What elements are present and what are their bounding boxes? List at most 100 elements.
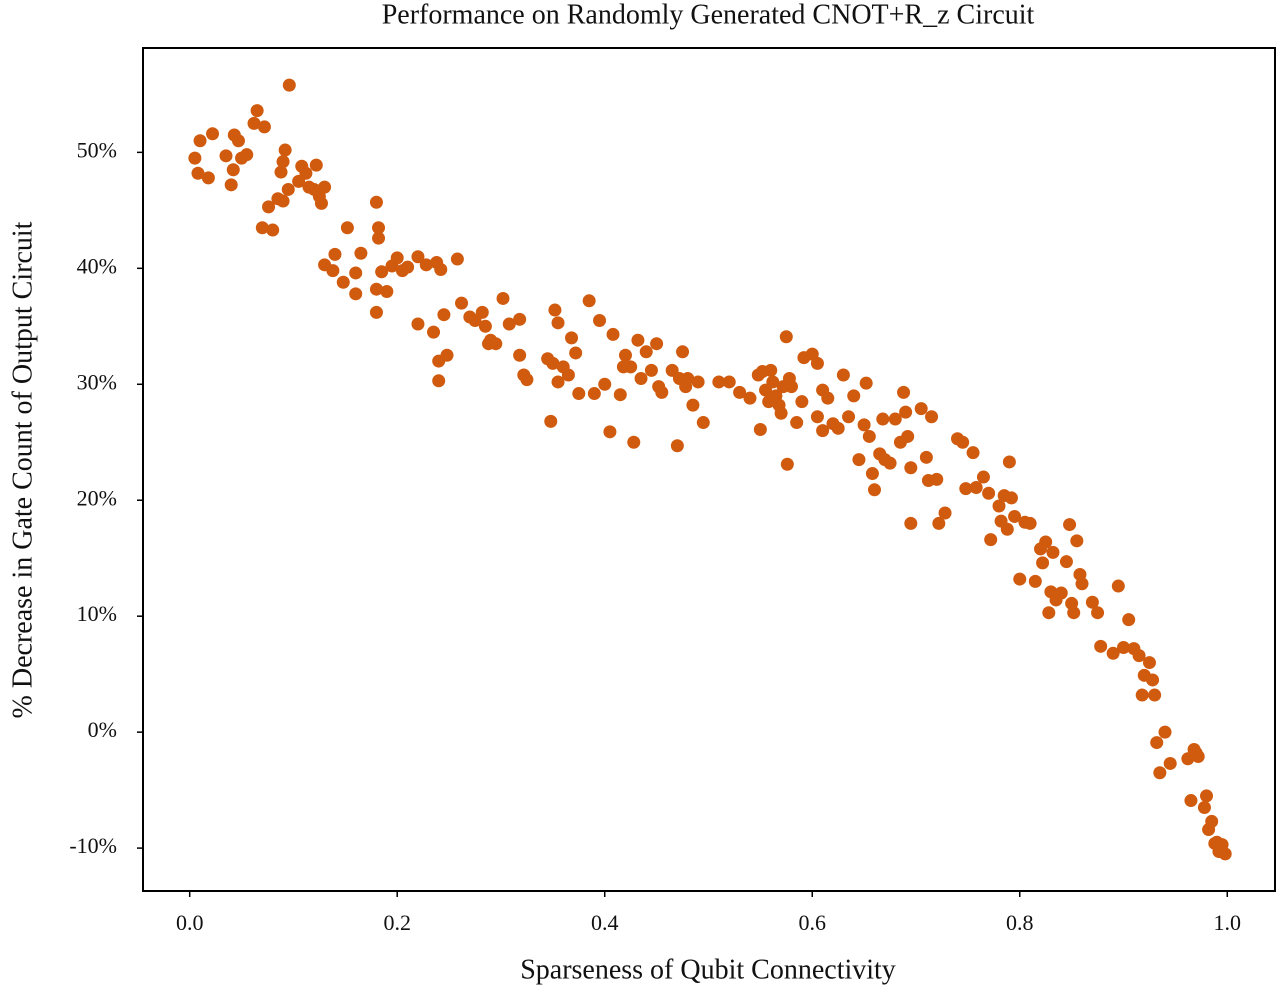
point bbox=[502, 317, 516, 331]
point bbox=[780, 457, 794, 471]
point bbox=[1122, 613, 1136, 627]
point bbox=[821, 391, 835, 405]
y-tick-label: 30% bbox=[77, 369, 117, 394]
point bbox=[857, 418, 871, 432]
point bbox=[240, 148, 254, 162]
point bbox=[231, 134, 245, 148]
point bbox=[318, 180, 332, 194]
point bbox=[569, 346, 583, 360]
point bbox=[369, 305, 383, 319]
point bbox=[816, 424, 830, 438]
point bbox=[631, 333, 645, 347]
point bbox=[836, 368, 850, 382]
x-tick-label: 0.0 bbox=[176, 910, 204, 935]
point bbox=[624, 360, 638, 374]
point bbox=[862, 429, 876, 443]
point bbox=[219, 149, 233, 163]
point bbox=[401, 260, 415, 274]
point bbox=[349, 287, 363, 301]
point bbox=[544, 414, 558, 428]
point bbox=[1200, 789, 1214, 803]
point bbox=[432, 374, 446, 388]
point bbox=[1042, 606, 1056, 620]
point bbox=[932, 516, 946, 530]
point bbox=[1148, 688, 1162, 702]
point bbox=[779, 330, 793, 344]
point bbox=[411, 317, 425, 331]
point bbox=[281, 182, 295, 196]
point bbox=[593, 313, 607, 327]
point bbox=[250, 104, 264, 118]
point bbox=[691, 375, 705, 389]
point bbox=[224, 178, 238, 192]
point bbox=[1091, 606, 1105, 620]
point bbox=[984, 533, 998, 547]
point bbox=[1132, 649, 1146, 663]
point bbox=[766, 375, 780, 389]
point bbox=[1036, 556, 1050, 570]
point bbox=[1028, 574, 1042, 588]
point bbox=[655, 385, 669, 399]
point bbox=[309, 158, 323, 172]
point bbox=[1008, 509, 1022, 523]
point bbox=[314, 196, 328, 210]
point bbox=[784, 380, 798, 394]
point bbox=[551, 375, 565, 389]
point bbox=[925, 410, 939, 424]
point bbox=[865, 467, 879, 481]
point bbox=[1218, 847, 1232, 861]
point bbox=[966, 446, 980, 460]
point bbox=[1054, 586, 1068, 600]
point bbox=[831, 421, 845, 435]
point bbox=[565, 331, 579, 345]
x-tick-label: 1.0 bbox=[1214, 910, 1242, 935]
point bbox=[561, 368, 575, 382]
point bbox=[867, 483, 881, 497]
point bbox=[1117, 640, 1131, 654]
point bbox=[634, 371, 648, 385]
point bbox=[764, 363, 778, 377]
point bbox=[919, 450, 933, 464]
point bbox=[897, 385, 911, 399]
point bbox=[852, 453, 866, 467]
y-tick-label: 40% bbox=[77, 253, 117, 278]
point bbox=[1000, 522, 1014, 536]
point bbox=[1004, 491, 1018, 505]
point bbox=[603, 425, 617, 439]
point bbox=[899, 405, 913, 419]
point bbox=[372, 221, 386, 235]
point bbox=[888, 412, 902, 426]
point bbox=[276, 194, 290, 208]
point bbox=[982, 486, 996, 500]
point bbox=[969, 480, 983, 494]
point bbox=[644, 363, 658, 377]
point bbox=[255, 221, 269, 235]
point bbox=[1197, 801, 1211, 815]
point bbox=[191, 166, 205, 180]
point bbox=[1085, 595, 1099, 609]
point bbox=[670, 439, 684, 453]
point bbox=[380, 285, 394, 299]
y-tick-label: 10% bbox=[77, 601, 117, 626]
point bbox=[1046, 545, 1060, 559]
point bbox=[1063, 518, 1077, 532]
point bbox=[437, 308, 451, 322]
point bbox=[546, 356, 560, 370]
point bbox=[1067, 606, 1081, 620]
x-tick-label: 0.8 bbox=[1006, 910, 1034, 935]
point bbox=[278, 143, 292, 157]
point bbox=[354, 246, 368, 260]
point bbox=[733, 385, 747, 399]
point bbox=[206, 127, 220, 141]
x-tick-label: 0.4 bbox=[591, 910, 619, 935]
point bbox=[193, 134, 207, 148]
point bbox=[842, 410, 856, 424]
point bbox=[876, 412, 890, 426]
point bbox=[551, 316, 565, 330]
point bbox=[276, 155, 290, 169]
point bbox=[328, 247, 342, 261]
point bbox=[696, 416, 710, 430]
point bbox=[336, 275, 350, 289]
x-axis-label: Sparseness of Qubit Connectivity bbox=[520, 954, 896, 985]
